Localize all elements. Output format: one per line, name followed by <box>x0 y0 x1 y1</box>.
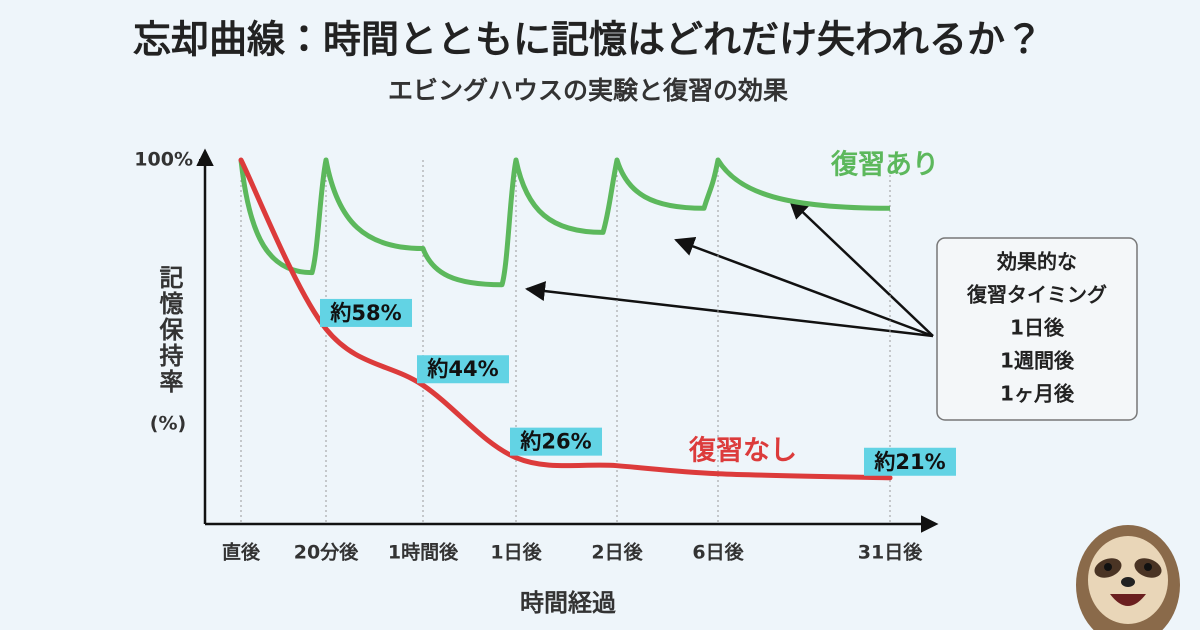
mascot <box>1076 525 1180 630</box>
value-label-text: 約44% <box>426 357 498 381</box>
value-label: 約44% <box>417 355 509 384</box>
value-label: 約26% <box>510 427 602 456</box>
annotation-text: 1日後 <box>1010 316 1065 340</box>
value-label-bg <box>510 427 602 456</box>
y-axis-unit: (%) <box>150 413 186 435</box>
value-label-text: 約58% <box>329 301 401 325</box>
value-label-bg <box>417 355 509 384</box>
annotation-box <box>936 237 1138 421</box>
annotation-arrows <box>525 198 934 338</box>
value-label-bg <box>320 298 412 327</box>
chart-subtitle: エビングハウスの実験と復習の効果 <box>388 76 788 105</box>
value-label-bg <box>864 447 956 476</box>
legend-label: 復習なし <box>688 435 797 467</box>
value-label-text: 約21% <box>873 450 945 474</box>
value-label-text: 約26% <box>519 430 591 454</box>
x-tick-label: 直後 <box>222 541 261 564</box>
line-series <box>238 157 891 288</box>
y-tick-label: 100% <box>134 149 193 171</box>
annotation-text: 1ヶ月後 <box>1000 382 1075 406</box>
legend-label: 復習あり <box>830 149 939 181</box>
x-tick-label: 20分後 <box>294 541 359 564</box>
x-tick-label: 1日後 <box>490 541 542 564</box>
value-label: 約58% <box>320 298 412 327</box>
annotation-text: 復習タイミング <box>966 283 1107 307</box>
x-tick-label: 31日後 <box>858 541 923 564</box>
chart-title: 忘却曲線：時間とともに記憶はどれだけ失われるか？ <box>133 18 1043 62</box>
annotation-text: 1週間後 <box>1000 349 1075 373</box>
y-axis-label: 記憶保持率 <box>155 265 184 395</box>
x-tick-label: 2日後 <box>591 541 643 564</box>
value-label: 約21% <box>864 447 956 476</box>
x-axis-label: 時間経過 <box>520 589 616 617</box>
x-tick-label: 6日後 <box>692 541 744 564</box>
annotation-text: 効果的な <box>996 250 1077 274</box>
x-tick-label: 1時間後 <box>388 541 459 564</box>
